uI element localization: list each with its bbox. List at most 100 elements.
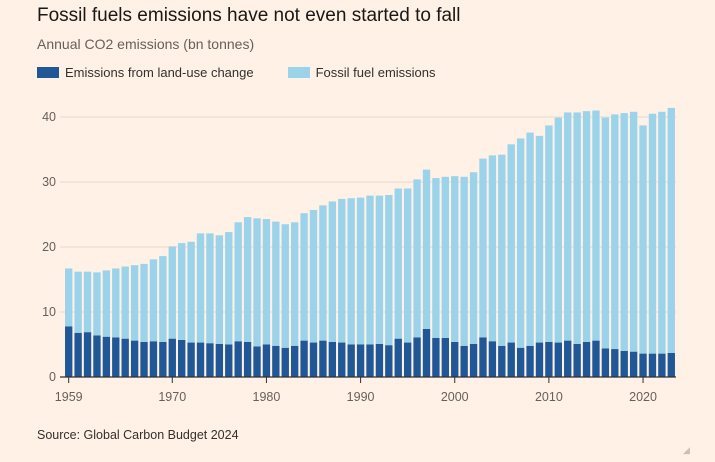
bar-land-use-2012 bbox=[564, 340, 572, 377]
bar-fossil-1979 bbox=[253, 218, 261, 347]
bar-fossil-2003 bbox=[479, 158, 487, 338]
bar-fossil-2010 bbox=[545, 125, 553, 342]
bar-land-use-1967 bbox=[140, 341, 148, 377]
bar-fossil-1981 bbox=[272, 221, 280, 346]
bar-chart: 0 10 20 30 40 1959 1970 1980 1990 2000 2010 2020 bbox=[42, 107, 676, 404]
bar-fossil-2001 bbox=[460, 176, 468, 346]
bar-fossil-1974 bbox=[206, 233, 214, 344]
bar-fossil-2022 bbox=[658, 111, 666, 354]
bar-fossil-1987 bbox=[328, 201, 337, 342]
bar-land-use-1977 bbox=[234, 341, 242, 377]
bar-fossil-2005 bbox=[498, 154, 506, 346]
bar-fossil-1959 bbox=[65, 268, 73, 327]
bar-land-use-1961 bbox=[83, 332, 92, 377]
bar-fossil-1994 bbox=[394, 188, 402, 339]
bar-land-use-2017 bbox=[611, 349, 619, 377]
bar-land-use-1997 bbox=[422, 328, 431, 377]
bar-fossil-1993 bbox=[385, 195, 393, 346]
bar-fossil-1967 bbox=[140, 263, 148, 342]
bar-fossil-1982 bbox=[281, 224, 289, 348]
bar-land-use-1979 bbox=[253, 346, 261, 377]
bar-land-use-2008 bbox=[526, 345, 534, 377]
bar-fossil-1988 bbox=[338, 198, 346, 343]
source-note: Source: Global Carbon Budget 2024 bbox=[37, 428, 239, 442]
bar-fossil-1960 bbox=[74, 271, 82, 333]
bar-land-use-1964 bbox=[112, 337, 120, 377]
bar-fossil-1996 bbox=[413, 179, 421, 338]
bar-fossil-2021 bbox=[648, 113, 657, 354]
bar-land-use-2013 bbox=[573, 343, 581, 377]
bar-fossil-2011 bbox=[554, 117, 562, 343]
bar-fossil-1983 bbox=[291, 222, 299, 346]
bar-fossil-2018 bbox=[620, 113, 628, 351]
bar-fossil-1997 bbox=[422, 169, 431, 329]
x-tick-label-2010: 2010 bbox=[535, 390, 563, 404]
bar-land-use-1985 bbox=[309, 342, 318, 377]
bar-land-use-2021 bbox=[648, 353, 657, 377]
bar-fossil-2009 bbox=[535, 135, 544, 343]
bar-land-use-2011 bbox=[554, 342, 562, 377]
bar-fossil-1961 bbox=[83, 271, 92, 333]
bar-land-use-1968 bbox=[149, 341, 158, 377]
bar-fossil-1977 bbox=[234, 222, 242, 342]
bar-fossil-2023 bbox=[667, 107, 675, 353]
bar-fossil-1999 bbox=[441, 176, 449, 338]
bar-fossil-2014 bbox=[582, 111, 591, 342]
bar-fossil-1995 bbox=[403, 188, 412, 343]
bar-land-use-1988 bbox=[338, 342, 346, 377]
bar-land-use-2020 bbox=[639, 353, 647, 377]
bar-land-use-1996 bbox=[413, 337, 421, 377]
bar-land-use-1982 bbox=[281, 347, 289, 377]
bar-fossil-1973 bbox=[196, 233, 205, 343]
bar-land-use-1969 bbox=[159, 341, 167, 377]
bar-fossil-2013 bbox=[573, 112, 581, 344]
bar-land-use-1989 bbox=[347, 344, 355, 377]
bar-land-use-1993 bbox=[385, 345, 393, 377]
bar-fossil-1969 bbox=[159, 256, 167, 342]
bar-fossil-1989 bbox=[347, 198, 355, 345]
bar-land-use-1966 bbox=[130, 340, 139, 377]
bar-land-use-2018 bbox=[620, 351, 628, 377]
y-tick-label-10: 10 bbox=[42, 305, 56, 319]
bar-land-use-1978 bbox=[243, 341, 252, 377]
bar-fossil-1965 bbox=[121, 266, 129, 339]
bar-fossil-1985 bbox=[309, 209, 318, 343]
bar-land-use-1973 bbox=[196, 342, 205, 377]
bar-land-use-1983 bbox=[291, 345, 299, 377]
bar-fossil-2006 bbox=[507, 144, 515, 343]
bar-land-use-1962 bbox=[93, 335, 101, 377]
bar-land-use-2016 bbox=[601, 348, 610, 377]
bar-land-use-2000 bbox=[451, 341, 459, 377]
bar-fossil-1992 bbox=[375, 195, 384, 344]
resize-handle-icon: ◢ bbox=[683, 445, 690, 455]
bar-land-use-1959 bbox=[65, 326, 73, 377]
bar-fossil-1970 bbox=[168, 246, 176, 339]
y-tick-label-30: 30 bbox=[42, 175, 56, 189]
chart-title: Fossil fuels emissions have not even sta… bbox=[37, 5, 461, 26]
bar-land-use-2006 bbox=[507, 342, 515, 377]
legend-swatch-fossil bbox=[287, 67, 310, 78]
bar-land-use-1975 bbox=[215, 343, 224, 377]
bar-land-use-1980 bbox=[262, 344, 271, 377]
bar-fossil-1962 bbox=[93, 272, 101, 336]
y-tick-label-20: 20 bbox=[42, 240, 56, 254]
bar-fossil-2002 bbox=[469, 172, 478, 344]
bar-land-use-1963 bbox=[102, 336, 111, 377]
bar-fossil-1972 bbox=[187, 241, 195, 343]
bar-fossil-2017 bbox=[611, 114, 619, 350]
bar-land-use-1960 bbox=[74, 332, 82, 377]
bar-land-use-1990 bbox=[356, 344, 365, 377]
bar-land-use-2003 bbox=[479, 337, 487, 377]
bar-fossil-1984 bbox=[300, 213, 308, 341]
bar-land-use-1974 bbox=[206, 343, 214, 377]
bar-fossil-2020 bbox=[639, 125, 647, 354]
bar-land-use-1970 bbox=[168, 338, 176, 377]
bar-fossil-2015 bbox=[592, 110, 600, 341]
bar-land-use-2007 bbox=[516, 347, 525, 377]
bar-fossil-2012 bbox=[564, 112, 572, 341]
bar-land-use-2010 bbox=[545, 341, 553, 377]
bar-fossil-1966 bbox=[130, 265, 139, 341]
y-tick-label-0: 0 bbox=[49, 370, 56, 384]
bar-land-use-1995 bbox=[403, 342, 412, 377]
bar-fossil-1980 bbox=[262, 219, 271, 345]
